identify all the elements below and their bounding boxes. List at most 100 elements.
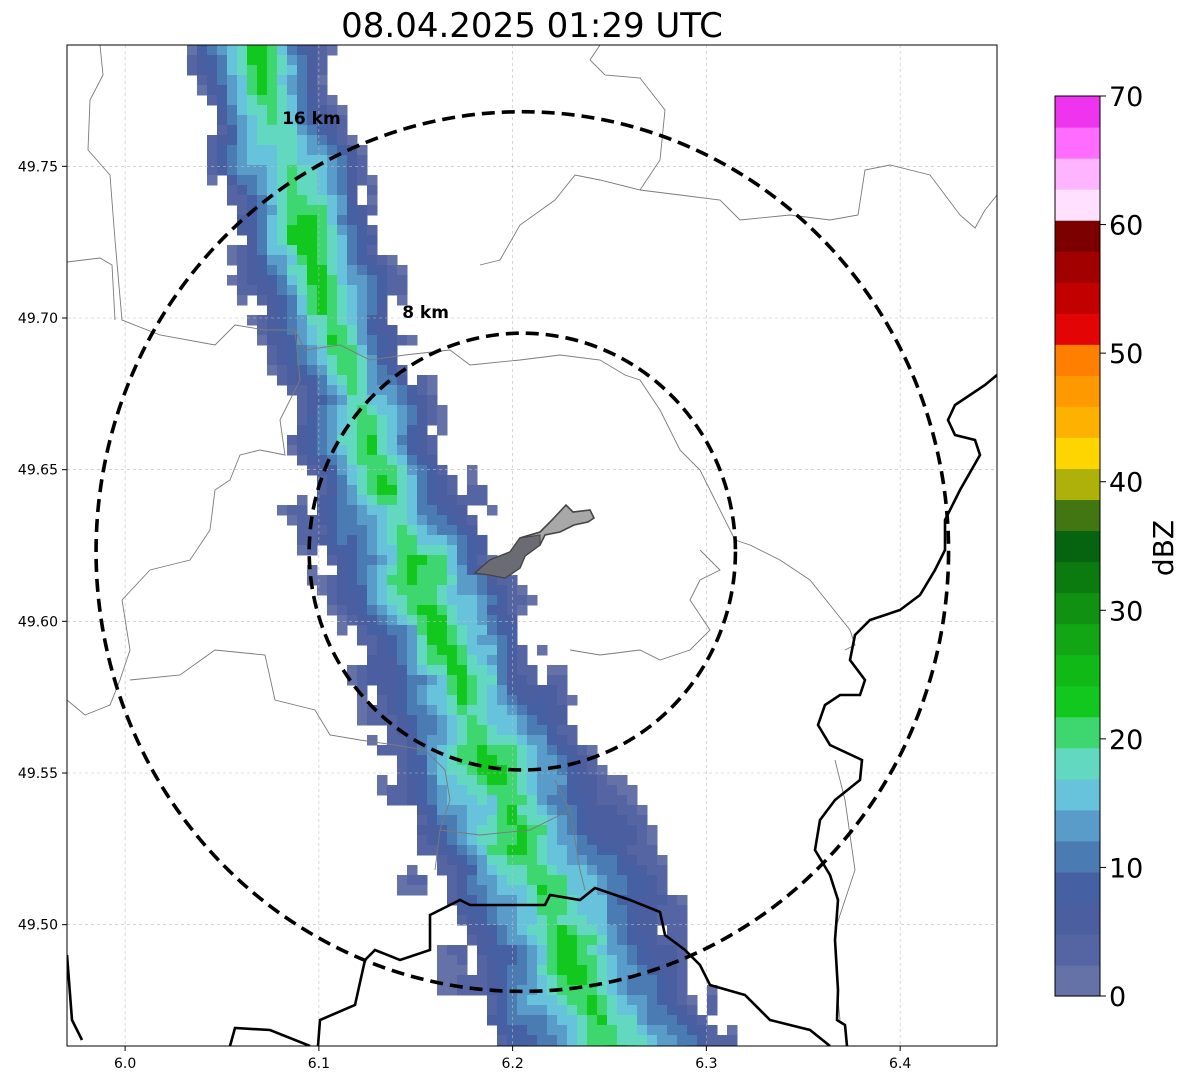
reflectivity-cell <box>447 775 458 786</box>
colorbar-segment <box>1055 468 1100 501</box>
reflectivity-cell <box>647 895 658 906</box>
reflectivity-cell <box>367 265 378 276</box>
reflectivity-cell <box>307 445 318 456</box>
reflectivity-cell <box>387 325 398 336</box>
reflectivity-cell <box>327 545 338 556</box>
reflectivity-cell <box>287 165 298 176</box>
reflectivity-cell <box>287 385 298 396</box>
reflectivity-cell <box>467 805 478 816</box>
reflectivity-cell <box>387 715 398 726</box>
reflectivity-cell <box>357 575 368 586</box>
reflectivity-cell <box>267 125 278 136</box>
reflectivity-cell <box>337 215 348 226</box>
reflectivity-cell <box>417 725 428 736</box>
reflectivity-cell <box>467 735 478 746</box>
reflectivity-cell <box>477 805 488 816</box>
reflectivity-cell <box>477 485 488 496</box>
reflectivity-cell <box>357 505 368 516</box>
reflectivity-cell <box>377 485 388 496</box>
reflectivity-cell <box>317 215 328 226</box>
reflectivity-cell <box>427 535 438 546</box>
reflectivity-cell <box>567 735 578 746</box>
reflectivity-cell <box>297 165 308 176</box>
reflectivity-cell <box>417 475 428 486</box>
reflectivity-cell <box>477 705 488 716</box>
reflectivity-cell <box>367 375 378 386</box>
reflectivity-cell <box>627 815 638 826</box>
reflectivity-cell <box>607 875 618 886</box>
reflectivity-cell <box>587 925 598 936</box>
reflectivity-cell <box>347 215 358 226</box>
reflectivity-cell <box>317 315 328 326</box>
ring-label: 16 km <box>282 109 341 129</box>
reflectivity-cell <box>367 225 378 236</box>
reflectivity-cell <box>517 785 528 796</box>
reflectivity-cell <box>427 725 438 736</box>
reflectivity-cell <box>367 525 378 536</box>
reflectivity-cell <box>437 775 448 786</box>
reflectivity-cell <box>557 905 568 916</box>
reflectivity-cell <box>507 845 518 856</box>
reflectivity-cell <box>507 575 518 586</box>
reflectivity-cell <box>437 585 448 596</box>
reflectivity-cell <box>357 715 368 726</box>
reflectivity-cell <box>297 355 308 366</box>
reflectivity-cell <box>587 1005 598 1016</box>
reflectivity-cell <box>247 125 258 136</box>
reflectivity-cell <box>567 1015 578 1026</box>
reflectivity-cell <box>397 665 408 676</box>
reflectivity-cell <box>267 45 278 56</box>
reflectivity-cell <box>387 465 398 476</box>
reflectivity-cell <box>267 195 278 206</box>
reflectivity-cell <box>477 495 488 506</box>
reflectivity-cell <box>517 605 528 616</box>
reflectivity-cell <box>347 415 358 426</box>
reflectivity-cell <box>297 145 308 156</box>
reflectivity-cell <box>237 55 248 66</box>
reflectivity-cell <box>327 285 338 296</box>
reflectivity-cell <box>537 725 548 736</box>
reflectivity-cell <box>337 545 348 556</box>
reflectivity-cell <box>257 255 268 266</box>
reflectivity-cell <box>527 695 538 706</box>
reflectivity-cell <box>417 765 428 776</box>
reflectivity-cell <box>427 835 438 846</box>
reflectivity-cell <box>477 925 488 936</box>
reflectivity-cell <box>467 485 478 496</box>
reflectivity-cell <box>377 565 388 576</box>
reflectivity-cell <box>397 695 408 706</box>
reflectivity-cell <box>337 445 348 456</box>
reflectivity-cell <box>637 975 648 986</box>
reflectivity-cell <box>337 325 348 336</box>
reflectivity-cell <box>437 985 448 996</box>
reflectivity-cell <box>457 735 468 746</box>
reflectivity-cell <box>667 1015 678 1026</box>
reflectivity-cell <box>487 765 498 776</box>
reflectivity-cell <box>477 935 488 946</box>
reflectivity-cell <box>347 585 358 596</box>
reflectivity-cell <box>367 205 378 216</box>
reflectivity-cell <box>617 885 628 896</box>
reflectivity-cell <box>227 115 238 126</box>
reflectivity-cell <box>517 945 528 956</box>
reflectivity-cell <box>567 745 578 756</box>
reflectivity-cell <box>497 655 508 666</box>
reflectivity-cell <box>487 685 498 696</box>
reflectivity-cell <box>497 845 508 856</box>
reflectivity-cell <box>477 555 488 566</box>
reflectivity-cell <box>327 155 338 166</box>
reflectivity-cell <box>567 825 578 836</box>
reflectivity-cell <box>657 1025 668 1036</box>
reflectivity-cell <box>557 785 568 796</box>
reflectivity-cell <box>207 45 218 56</box>
reflectivity-cell <box>607 905 618 916</box>
reflectivity-cell <box>497 695 508 706</box>
reflectivity-cell <box>537 715 548 726</box>
reflectivity-cell <box>577 755 588 766</box>
reflectivity-cell <box>277 355 288 366</box>
reflectivity-cell <box>487 855 498 866</box>
reflectivity-cell <box>527 1035 538 1046</box>
colorbar-frame <box>1054 95 1101 997</box>
reflectivity-cell <box>407 655 418 666</box>
reflectivity-cell <box>247 225 258 236</box>
